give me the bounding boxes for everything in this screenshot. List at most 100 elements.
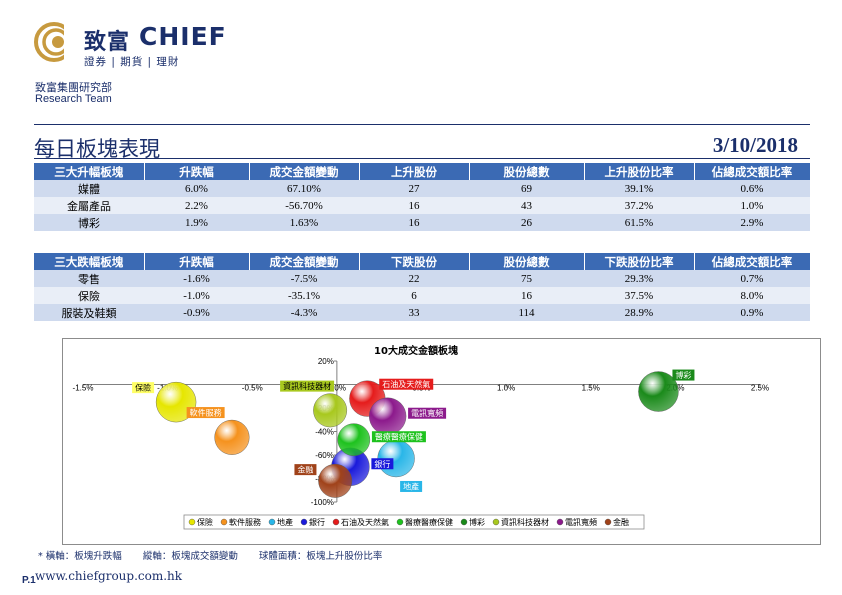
brand-name-cn: 致富 [84, 30, 131, 55]
data-bubble [318, 463, 353, 498]
data-label-box [132, 382, 155, 394]
table-cell: 16 [359, 197, 469, 214]
table-cell: 16 [359, 214, 469, 231]
data-label-box [408, 407, 447, 419]
table-cell: 8.0% [694, 287, 810, 304]
legend-marker [556, 518, 564, 526]
y-tick-label: -100% [311, 498, 334, 507]
legend-marker [188, 518, 196, 526]
table-cell: -1.6% [144, 270, 249, 287]
table-cell: 33 [359, 304, 469, 321]
data-bubble [313, 393, 348, 428]
data-label: 保險 [135, 383, 151, 393]
legend-marker [492, 518, 500, 526]
data-label-box [371, 431, 426, 443]
table-row: 保險 -1.0% -35.1% 6 16 37.5% 8.0% [34, 287, 810, 304]
data-bubble [155, 381, 197, 423]
table-cell: 6 [359, 287, 469, 304]
table-cell: 26 [469, 214, 584, 231]
data-label-box [379, 378, 434, 390]
y-tick-label: -60% [315, 451, 334, 460]
data-bubble [337, 423, 371, 457]
table-row: 服裝及鞋類 -0.9% -4.3% 33 114 28.9% 0.9% [34, 304, 810, 321]
data-label-box [280, 380, 335, 392]
table-cell: 37.2% [584, 197, 694, 214]
table-cell: 0.9% [694, 304, 810, 321]
sector-name-cell: 零售 [34, 270, 144, 287]
table-cell: 29.3% [584, 270, 694, 287]
column-header: 下跌股份 [359, 253, 470, 270]
chart-footnote: * 橫軸：板塊升跌幅 縱軸：板塊成交額變動 球體面積：板塊上升股份比率 [38, 548, 400, 562]
brand-tagline: 證券 | 期貨 | 理財 [84, 56, 180, 68]
column-header: 升跌幅 [144, 253, 250, 270]
bubble-chart: 10大成交金額板塊 -1.5%-1.0%-0.5%0.0%0.5%1.0%1.5… [62, 338, 821, 545]
website-link[interactable]: www.chiefgroup.com.hk [35, 569, 183, 583]
legend-entry: 電訊寬頻 [565, 517, 597, 527]
table-cell: 114 [469, 304, 584, 321]
legend-marker [300, 518, 308, 526]
table-cell: 37.5% [584, 287, 694, 304]
table-cell: 43 [469, 197, 584, 214]
sector-name-cell: 服裝及鞋類 [34, 304, 144, 321]
table-cell: 1.63% [249, 214, 359, 231]
table-cell: 75 [469, 270, 584, 287]
column-header: 升跌幅 [144, 163, 250, 180]
table-row: 零售 -1.6% -7.5% 22 75 29.3% 0.7% [34, 270, 810, 287]
x-tick-label: 1.0% [497, 384, 515, 393]
sector-name-cell: 媒體 [34, 180, 144, 197]
data-label-box [672, 369, 695, 381]
column-header: 成交金額變動 [249, 253, 360, 270]
page-title: 每日板塊表現 [34, 137, 160, 161]
data-label-box [186, 407, 225, 419]
data-label: 銀行 [374, 459, 390, 469]
column-header: 股份總數 [469, 163, 585, 180]
department-en: Research Team [35, 93, 112, 105]
legend-entry: 資訊科技器材 [501, 517, 549, 527]
table-cell: 22 [359, 270, 469, 287]
table-cell: 0.7% [694, 270, 810, 287]
column-header: 成交金額變動 [249, 163, 360, 180]
data-label: 石油及天然氣 [382, 379, 430, 389]
column-header: 佔總成交額比率 [694, 253, 811, 270]
table-cell: 39.1% [584, 180, 694, 197]
table-cell: 16 [469, 287, 584, 304]
table-cell: -0.9% [144, 304, 249, 321]
data-label-box [400, 480, 423, 492]
table-cell: -1.0% [144, 287, 249, 304]
legend-entry: 石油及天然氣 [341, 517, 389, 527]
data-label: 電訊寬頻 [411, 408, 443, 418]
table-cell: 1.0% [694, 197, 810, 214]
data-label: 資訊科技器材 [283, 381, 331, 391]
table-cell: -35.1% [249, 287, 359, 304]
table-cell: 67.10% [249, 180, 359, 197]
y-tick-label: -40% [315, 428, 334, 437]
table-cell: 6.0% [144, 180, 249, 197]
data-label: 醫療醫療保健 [375, 432, 423, 442]
legend-marker [396, 518, 404, 526]
legend-entry: 軟件服務 [229, 517, 261, 527]
legend-entry: 金融 [613, 517, 629, 527]
x-tick-label: 1.5% [582, 384, 600, 393]
table-cell: 0.6% [694, 180, 810, 197]
table-cell: 1.9% [144, 214, 249, 231]
data-label: 博彩 [675, 370, 691, 380]
y-tick-label: 20% [318, 357, 334, 366]
brand-name-en: CHIEF [139, 22, 227, 51]
title-divider [34, 158, 810, 159]
footnote-bubble-size: 球體面積：板塊上升股份比率 [258, 551, 383, 562]
legend-marker [460, 518, 468, 526]
column-header: 三大升幅板塊 [34, 163, 145, 180]
sector-name-cell: 金屬產品 [34, 197, 144, 214]
table-cell: 69 [469, 180, 584, 197]
data-label: 軟件服務 [190, 408, 222, 418]
data-label: 金融 [297, 465, 313, 475]
chief-swirl-icon [34, 22, 80, 62]
table-cell: -4.3% [249, 304, 359, 321]
column-header: 佔總成交額比率 [694, 163, 811, 180]
table-cell: -7.5% [249, 270, 359, 287]
table-cell: 2.9% [694, 214, 810, 231]
header-divider [34, 124, 810, 125]
x-tick-label: 0.0% [328, 384, 346, 393]
table-cell: 28.9% [584, 304, 694, 321]
legend-marker [332, 518, 340, 526]
